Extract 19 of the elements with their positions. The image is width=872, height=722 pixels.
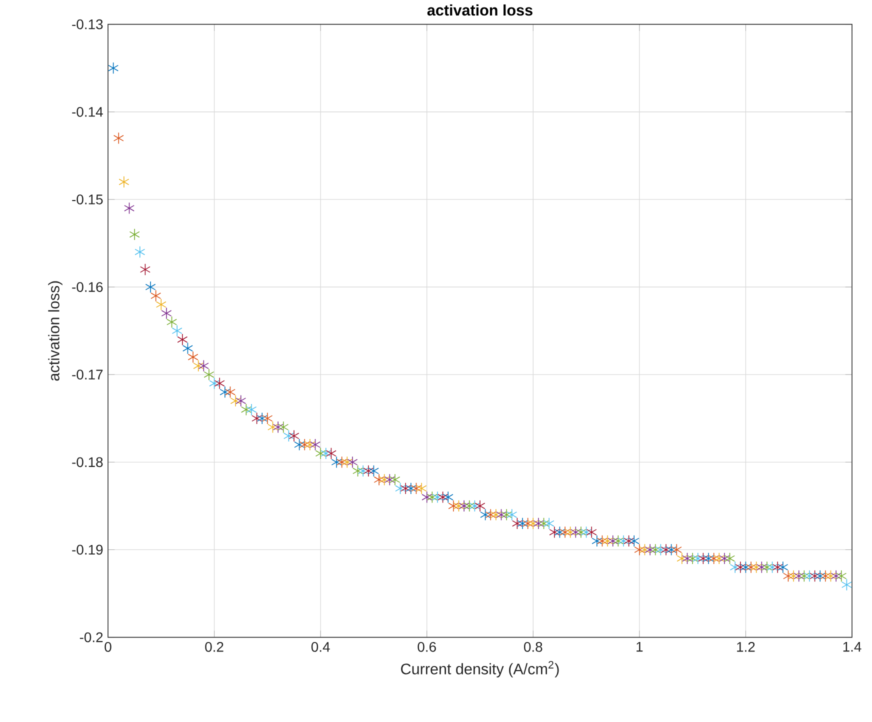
y-tick-label: -0.17 bbox=[72, 370, 103, 380]
y-tick-label: -0.19 bbox=[72, 544, 103, 555]
x-tick-label: 1 bbox=[636, 642, 643, 652]
x-axis-title: Current density (A/cm$^{2}$) bbox=[401, 660, 559, 678]
y-tick-label: -0.18 bbox=[72, 457, 103, 467]
x-tick-label: 0.8 bbox=[524, 642, 542, 652]
x-tick-label: 0.4 bbox=[311, 642, 330, 652]
x-tick-label: 0.6 bbox=[418, 642, 436, 652]
x-tick-label: 0 bbox=[104, 642, 112, 652]
x-tick-label: 1.2 bbox=[737, 642, 755, 652]
x-tick-label: 1.4 bbox=[843, 642, 862, 652]
y-tick-label: -0.15 bbox=[72, 194, 103, 204]
x-tick-label: 0.2 bbox=[205, 642, 224, 652]
y-tick-label: -0.2 bbox=[80, 632, 103, 642]
y-axis-title: activation loss) bbox=[48, 281, 62, 381]
y-tick-label: -0.16 bbox=[72, 282, 103, 292]
y-tick-label: -0.13 bbox=[72, 19, 103, 30]
chart-title: activation loss bbox=[427, 4, 532, 16]
y-tick-label: -0.14 bbox=[72, 106, 103, 117]
